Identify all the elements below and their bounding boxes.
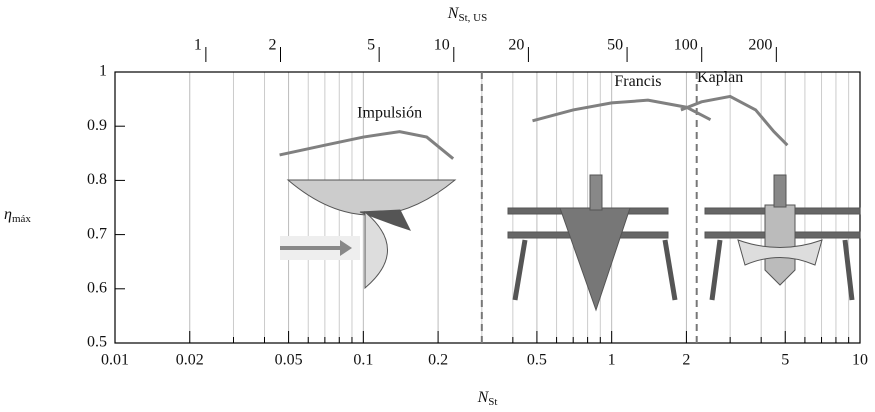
x-tick-label: 0.5	[527, 352, 547, 369]
x2-tick-label: 20	[508, 37, 524, 54]
series-line	[532, 98, 712, 123]
y-axis-label: ηmáx	[4, 206, 31, 225]
francis-runner	[559, 207, 631, 312]
x2-tick-label: 100	[674, 37, 698, 54]
impulse-bucket	[286, 179, 457, 216]
jet-arrow	[280, 240, 352, 256]
x2-tick-label: 10	[434, 37, 450, 54]
x-tick-label: 0.05	[275, 352, 303, 369]
x2-tick-label: 5	[367, 37, 375, 54]
francis-shaft	[589, 174, 603, 211]
series-label: Francis	[614, 73, 661, 90]
y-axis-label-sub: máx	[12, 213, 31, 225]
x2-axis-label: NSt, US	[447, 5, 487, 24]
y-tick-label: 1	[99, 63, 107, 80]
kaplan-draft	[709, 239, 855, 301]
x-tick-label: 0.2	[428, 352, 448, 369]
turbine-illustrations	[280, 174, 861, 312]
x-tick-label: 5	[781, 352, 789, 369]
x2-axis-label-sub: St, US	[458, 12, 487, 24]
x-tick-label: 10	[852, 352, 868, 369]
y-tick-label: 0.8	[87, 171, 107, 188]
francis-draft	[512, 239, 678, 301]
x-axis-label-symbol: N	[477, 389, 490, 406]
impulse-cup	[364, 210, 388, 290]
x2-axis-label-symbol: N	[447, 5, 460, 22]
y-tick-label: 0.9	[87, 117, 107, 134]
x-tick-label: 0.02	[176, 352, 204, 369]
x-tick-label: 2	[682, 352, 690, 369]
y-axis-label-symbol: η	[4, 206, 12, 223]
x-axis-label-sub: St	[488, 396, 497, 408]
series-line	[680, 94, 789, 147]
series-line	[279, 130, 455, 160]
x-axis-label: NSt	[477, 389, 498, 408]
y-tick-label: 0.5	[87, 334, 107, 351]
series-label: Impulsión	[357, 104, 422, 121]
impulse-arm	[359, 209, 411, 231]
x2-tick-label: 2	[269, 37, 277, 54]
kaplan-blades	[737, 239, 823, 266]
kaplan-hub	[764, 204, 796, 286]
y-tick-label: 0.7	[87, 225, 107, 242]
x-tick-label: 0.1	[353, 352, 373, 369]
x2-tick-label: 200	[748, 37, 772, 54]
series-label: Kaplan	[697, 69, 743, 86]
x-tick-label: 1	[608, 352, 616, 369]
kaplan-shaft	[773, 174, 787, 208]
x2-tick-label: 1	[194, 37, 202, 54]
y-tick-label: 0.6	[87, 279, 107, 296]
x-tick-label: 0.01	[101, 352, 129, 369]
x2-tick-label: 50	[607, 37, 623, 54]
